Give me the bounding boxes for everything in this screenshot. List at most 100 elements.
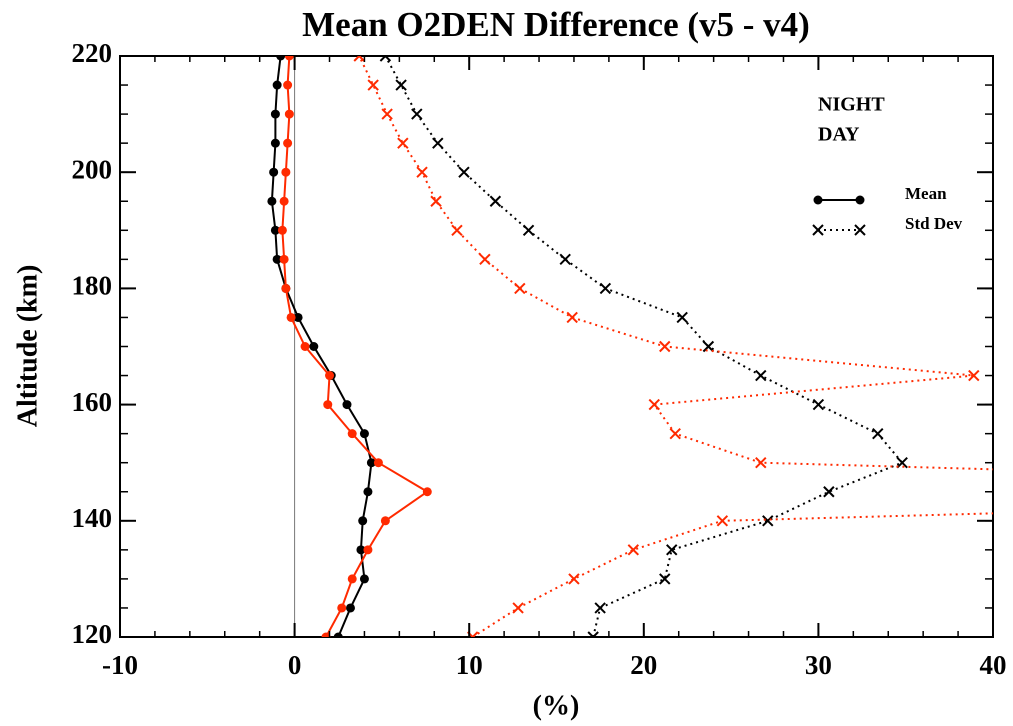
legend-label: NIGHT <box>818 94 885 116</box>
data-point <box>356 545 366 555</box>
data-point <box>333 632 343 637</box>
data-point <box>353 56 365 62</box>
data-point <box>358 516 368 526</box>
data-point <box>270 225 280 235</box>
data-point <box>587 631 599 637</box>
data-point <box>367 79 379 91</box>
legend-marker <box>854 224 866 236</box>
y-tick-label: 220 <box>72 38 113 68</box>
x-tick-label: -10 <box>102 650 138 680</box>
data-point <box>272 254 282 264</box>
x-tick-label: 10 <box>456 650 483 680</box>
data-point <box>522 224 535 237</box>
data-point <box>823 486 835 498</box>
data-point <box>702 340 715 353</box>
data-point <box>451 224 463 237</box>
data-point <box>325 371 335 381</box>
data-point <box>397 137 409 149</box>
data-point <box>359 574 369 584</box>
data-point <box>347 429 357 439</box>
data-point <box>380 516 390 526</box>
y-tick-label: 120 <box>72 619 113 649</box>
y-tick-label: 140 <box>72 503 113 533</box>
data-point <box>666 544 678 556</box>
x-tick-label: 20 <box>630 650 657 680</box>
legend-label: Mean <box>905 184 947 203</box>
data-point <box>366 458 376 468</box>
data-point <box>281 167 291 177</box>
data-point <box>968 369 980 382</box>
chart-title: Mean O2DEN Difference (v5 - v4) <box>302 5 810 44</box>
data-point <box>283 80 293 90</box>
data-point <box>269 167 279 177</box>
plot-frame <box>119 55 994 638</box>
data-point <box>267 196 277 206</box>
data-point <box>283 138 293 148</box>
data-point <box>309 342 319 351</box>
legend-marker <box>855 195 865 205</box>
data-point <box>716 515 729 527</box>
data-point <box>345 603 355 613</box>
x-tick-label: 0 <box>288 650 302 680</box>
plot-area <box>267 56 993 637</box>
x-axis-label: (%) <box>533 690 580 721</box>
data-point <box>872 427 884 440</box>
data-point <box>458 166 470 178</box>
data-point <box>342 400 352 410</box>
data-point <box>284 109 294 119</box>
data-point <box>416 166 428 178</box>
data-point <box>896 456 908 469</box>
data-point <box>812 398 825 411</box>
data-point <box>594 602 606 614</box>
data-point <box>276 56 286 61</box>
y-axis-label: Altitude (km) <box>12 265 43 428</box>
data-point <box>363 545 373 555</box>
data-point <box>293 312 303 322</box>
data-point <box>479 253 491 266</box>
series-line <box>358 56 993 637</box>
data-point <box>422 487 432 497</box>
data-point <box>286 312 296 322</box>
data-point <box>300 342 310 351</box>
data-point <box>566 311 578 324</box>
data-point <box>659 573 671 585</box>
data-point <box>281 283 291 293</box>
data-point <box>489 195 502 207</box>
data-point <box>270 109 280 119</box>
legend-marker <box>812 224 824 236</box>
series-line <box>384 56 904 637</box>
data-point <box>272 80 282 90</box>
y-tick-label: 200 <box>72 154 113 184</box>
y-tick-label: 160 <box>72 387 113 417</box>
data-point <box>277 225 287 235</box>
data-point <box>379 56 392 62</box>
data-point <box>347 574 357 584</box>
data-point <box>373 458 383 468</box>
data-point <box>669 427 681 440</box>
x-tick-label: 40 <box>980 650 1007 680</box>
legend-label: DAY <box>818 124 860 146</box>
data-point <box>395 79 407 91</box>
data-point <box>627 544 640 556</box>
data-point <box>337 603 347 613</box>
y-tick-label: 180 <box>72 271 113 301</box>
data-point <box>432 137 444 149</box>
data-point <box>284 56 294 61</box>
data-point <box>568 573 580 585</box>
data-point <box>514 282 526 295</box>
data-point <box>755 369 767 382</box>
data-point <box>659 340 671 353</box>
data-point <box>381 108 393 120</box>
data-point <box>648 398 660 411</box>
data-point <box>279 254 289 264</box>
data-point <box>270 138 280 148</box>
data-point <box>359 429 369 439</box>
data-point <box>599 282 612 295</box>
data-point <box>363 487 373 497</box>
data-point <box>430 195 442 207</box>
legend-label: Std Dev <box>905 214 963 233</box>
data-point <box>762 515 774 527</box>
data-point <box>559 253 571 266</box>
data-point <box>279 196 289 206</box>
